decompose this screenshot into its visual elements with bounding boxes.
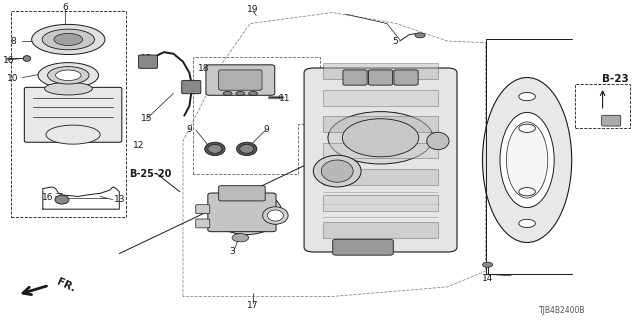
Ellipse shape xyxy=(55,195,69,204)
Ellipse shape xyxy=(262,207,288,224)
Ellipse shape xyxy=(500,112,554,208)
Circle shape xyxy=(519,188,536,196)
Circle shape xyxy=(519,92,536,101)
Text: 12: 12 xyxy=(132,141,144,150)
Text: 17: 17 xyxy=(247,301,259,310)
Ellipse shape xyxy=(427,132,449,150)
Text: 10: 10 xyxy=(7,74,19,83)
FancyBboxPatch shape xyxy=(602,115,621,126)
FancyBboxPatch shape xyxy=(219,70,262,90)
Text: FR.: FR. xyxy=(56,277,77,294)
Text: 3: 3 xyxy=(229,247,235,257)
Ellipse shape xyxy=(237,142,257,156)
Ellipse shape xyxy=(328,112,433,164)
Ellipse shape xyxy=(46,125,100,144)
FancyBboxPatch shape xyxy=(333,239,394,255)
FancyBboxPatch shape xyxy=(323,63,438,79)
Text: 15: 15 xyxy=(141,54,152,63)
Ellipse shape xyxy=(223,92,232,95)
FancyBboxPatch shape xyxy=(206,65,275,95)
Text: 4: 4 xyxy=(534,176,540,185)
FancyBboxPatch shape xyxy=(323,142,438,158)
Ellipse shape xyxy=(42,29,95,50)
Ellipse shape xyxy=(54,33,83,45)
Ellipse shape xyxy=(205,142,225,156)
Ellipse shape xyxy=(47,67,89,84)
Text: B-25-20: B-25-20 xyxy=(129,169,171,179)
Ellipse shape xyxy=(45,82,92,95)
Circle shape xyxy=(519,124,536,132)
Circle shape xyxy=(483,262,493,267)
Text: B-23: B-23 xyxy=(602,74,628,84)
Ellipse shape xyxy=(506,122,548,198)
FancyBboxPatch shape xyxy=(304,68,457,252)
Ellipse shape xyxy=(248,92,257,95)
FancyBboxPatch shape xyxy=(323,116,438,132)
Circle shape xyxy=(519,219,536,228)
FancyBboxPatch shape xyxy=(394,70,418,85)
FancyBboxPatch shape xyxy=(196,219,210,228)
FancyBboxPatch shape xyxy=(196,205,210,214)
FancyBboxPatch shape xyxy=(343,70,367,85)
Text: 8: 8 xyxy=(10,36,16,45)
Text: 18: 18 xyxy=(198,63,210,73)
FancyBboxPatch shape xyxy=(138,55,157,68)
Ellipse shape xyxy=(208,144,222,153)
Ellipse shape xyxy=(321,160,353,182)
Ellipse shape xyxy=(56,70,81,81)
Circle shape xyxy=(415,33,425,38)
Ellipse shape xyxy=(240,144,253,153)
FancyBboxPatch shape xyxy=(208,193,276,232)
Text: 14: 14 xyxy=(482,275,493,284)
Circle shape xyxy=(232,234,248,242)
FancyBboxPatch shape xyxy=(323,196,438,211)
Text: 5: 5 xyxy=(392,36,398,45)
Ellipse shape xyxy=(483,77,572,243)
Ellipse shape xyxy=(236,92,245,95)
Text: 16: 16 xyxy=(3,56,15,65)
Text: 16: 16 xyxy=(42,193,53,202)
Ellipse shape xyxy=(342,119,419,157)
Text: 9: 9 xyxy=(263,125,269,134)
Circle shape xyxy=(603,116,620,124)
Ellipse shape xyxy=(31,24,105,54)
Ellipse shape xyxy=(38,63,99,88)
FancyBboxPatch shape xyxy=(323,222,438,238)
FancyBboxPatch shape xyxy=(219,186,265,201)
FancyBboxPatch shape xyxy=(369,70,393,85)
Text: 13: 13 xyxy=(113,195,125,204)
FancyBboxPatch shape xyxy=(182,80,201,94)
FancyBboxPatch shape xyxy=(323,90,438,106)
Text: TJB4B2400B: TJB4B2400B xyxy=(539,306,586,315)
FancyBboxPatch shape xyxy=(323,169,438,185)
Text: 6: 6 xyxy=(62,3,68,12)
FancyBboxPatch shape xyxy=(24,87,122,142)
Text: 15: 15 xyxy=(141,114,152,123)
Text: 19: 19 xyxy=(247,5,259,14)
Ellipse shape xyxy=(314,155,361,187)
Text: 11: 11 xyxy=(279,94,291,103)
Ellipse shape xyxy=(212,190,282,235)
Ellipse shape xyxy=(268,210,284,221)
Text: 9: 9 xyxy=(186,125,192,134)
Ellipse shape xyxy=(23,56,31,61)
